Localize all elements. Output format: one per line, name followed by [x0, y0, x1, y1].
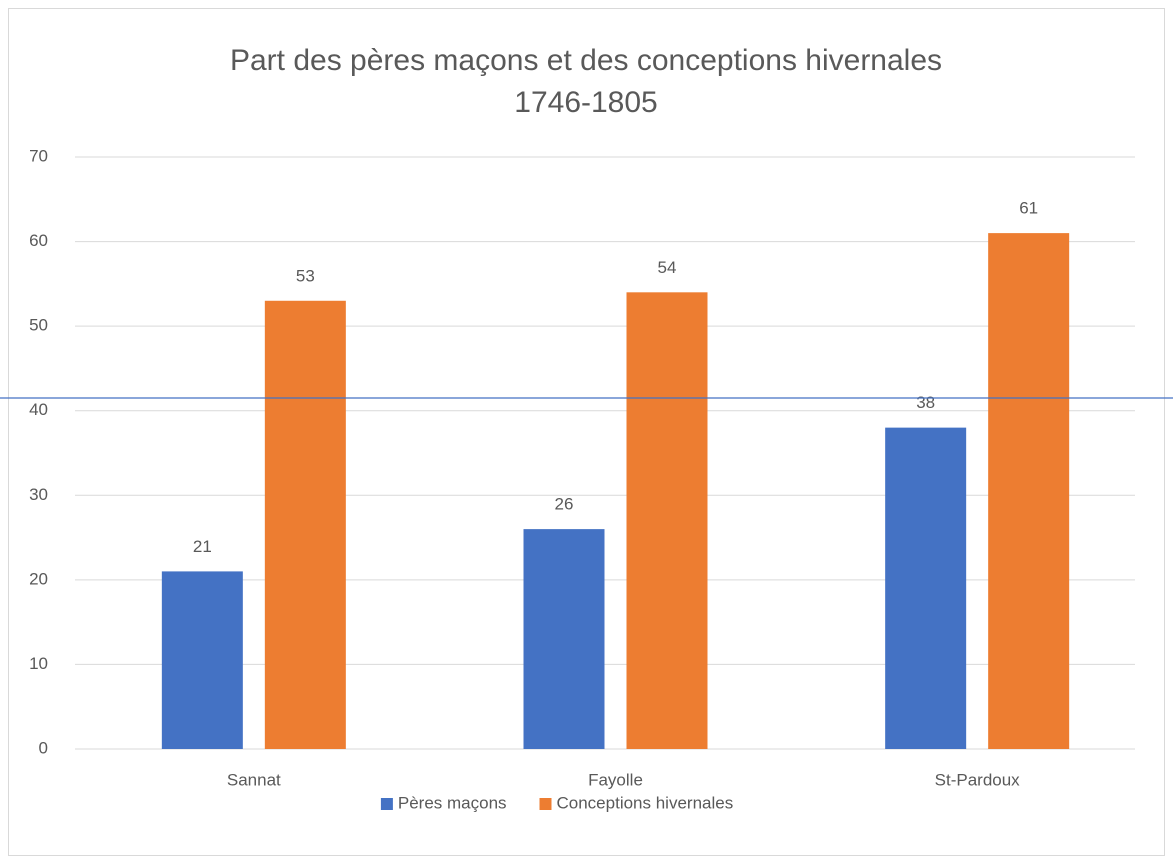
- data-label: 53: [296, 266, 315, 285]
- y-tick-label: 60: [29, 231, 48, 250]
- legend-label: Pères maçons: [398, 793, 507, 812]
- bar: [885, 427, 967, 749]
- y-tick-label: 0: [39, 738, 48, 757]
- y-tick-label: 70: [29, 146, 48, 165]
- bar: [161, 571, 243, 749]
- chart-title: Part des pères maçons et des conceptions…: [230, 44, 942, 77]
- data-label: 54: [658, 258, 677, 277]
- bar: [626, 292, 708, 749]
- y-tick-label: 50: [29, 316, 48, 335]
- chart-title: 1746-1805: [514, 86, 657, 119]
- legend-swatch: [380, 798, 393, 810]
- x-tick-label: Sannat: [227, 770, 281, 789]
- bar: [523, 529, 605, 749]
- y-tick-label: 20: [29, 569, 48, 588]
- y-tick-label: 40: [29, 400, 48, 419]
- y-tick-label: 10: [29, 654, 48, 673]
- bar: [264, 300, 346, 749]
- data-label: 26: [555, 495, 574, 514]
- y-tick-label: 30: [29, 485, 48, 504]
- legend-label: Conceptions hivernales: [557, 793, 734, 812]
- bar: [988, 233, 1070, 750]
- x-tick-label: St-Pardoux: [935, 770, 1021, 789]
- x-tick-label: Fayolle: [588, 770, 643, 789]
- data-label: 21: [193, 537, 212, 556]
- data-label: 38: [916, 393, 935, 412]
- data-label: 61: [1019, 199, 1038, 218]
- legend-swatch: [539, 798, 552, 810]
